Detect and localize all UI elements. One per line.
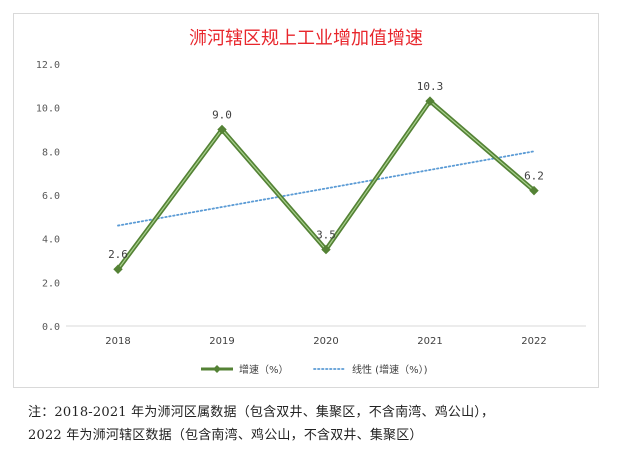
data-label: 6.2 (524, 170, 544, 183)
chart-title: 浉河辖区规上工业增加值增速 (189, 28, 423, 49)
x-tick-label: 2020 (313, 336, 338, 347)
y-tick-label: 4.0 (42, 235, 60, 246)
series-line-inner (117, 100, 535, 270)
y-tick-label: 10.0 (36, 104, 60, 115)
data-label: 2.6 (108, 248, 128, 261)
data-label: 3.5 (316, 229, 336, 242)
x-tick-label: 2022 (521, 336, 546, 347)
y-tick-label: 0.0 (42, 322, 60, 333)
data-point (217, 124, 227, 135)
footnote-line-2: 2022 年为浉河辖区数据（包含南湾、鸡公山，不含双井、集聚区） (28, 428, 423, 443)
data-point (425, 96, 435, 106)
x-tick-label: 2018 (105, 336, 130, 347)
y-tick-label: 6.0 (42, 191, 60, 202)
line-chart: 0.0 2.0 4.0 6.0 8.0 10.0 12.0 2018 2019 2020 2021 2… (36, 60, 586, 376)
footnote-line-1: 注：2018-2021 年为浉河区属数据（包含双井、集聚区，不含南湾、鸡公山）， (28, 405, 495, 420)
y-tick-label: 12.0 (36, 60, 60, 71)
legend-label-trend: 线性 (增速（%）) (352, 363, 428, 376)
legend-label-growth: 增速（%） (239, 363, 289, 376)
data-label: 9.0 (212, 109, 232, 122)
data-point (321, 244, 331, 255)
trendline (117, 150, 535, 227)
x-tick-label: 2019 (209, 336, 234, 347)
data-label: 10.3 (417, 80, 444, 93)
data-point (529, 185, 539, 196)
x-tick-label: 2021 (417, 336, 442, 347)
legend-marker-growth (213, 365, 221, 373)
y-tick-label: 2.0 (42, 278, 60, 289)
y-tick-label: 8.0 (42, 147, 60, 158)
chart-frame: 浉河辖区规上工业增加值增速 0.0 2.0 4.0 6.0 8.0 10.0 12.0 201… (13, 13, 599, 388)
data-point (113, 264, 123, 274)
